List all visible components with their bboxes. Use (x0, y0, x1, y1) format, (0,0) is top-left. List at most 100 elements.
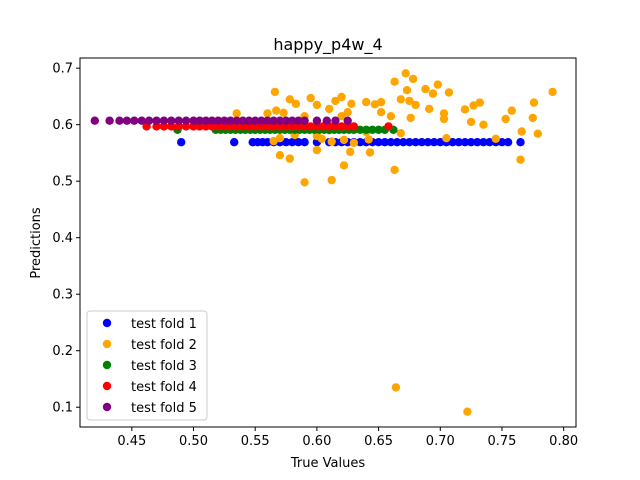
data-point (396, 95, 405, 104)
legend-label: test fold 5 (131, 401, 197, 416)
data-point (300, 178, 309, 187)
data-point (177, 138, 186, 147)
data-point (411, 100, 420, 110)
data-point (386, 138, 396, 147)
data-point (466, 117, 476, 127)
data-point (306, 122, 315, 131)
data-point (251, 116, 260, 125)
data-point (312, 100, 322, 110)
data-point (230, 138, 239, 147)
legend-marker (102, 402, 112, 412)
data-point (380, 138, 389, 147)
plot-area-frame (79, 57, 577, 428)
data-point (272, 106, 281, 115)
data-point (207, 116, 217, 125)
y-tick-label: 0.2 (52, 344, 73, 359)
data-point (479, 138, 488, 147)
data-point (349, 138, 359, 147)
data-point (331, 116, 340, 125)
data-point (288, 116, 297, 125)
x-tick-label: 0.65 (364, 434, 393, 449)
data-point (411, 138, 420, 147)
data-point (454, 138, 463, 147)
data-point (507, 106, 516, 115)
data-point (288, 138, 297, 147)
y-axis-ticks: 0.1 0.2 0.3 0.4 0.5 0.6 0.7 (52, 62, 80, 416)
x-axis-label: True Values (290, 456, 365, 471)
data-points (90, 69, 557, 416)
data-point (491, 134, 500, 143)
data-point (137, 116, 146, 125)
data-point (503, 138, 513, 147)
data-point (270, 87, 280, 97)
y-tick-label: 0.6 (52, 118, 73, 133)
data-point (105, 116, 114, 125)
data-point (337, 92, 346, 102)
data-point (386, 112, 396, 121)
x-tick-label: 0.75 (487, 434, 516, 449)
data-point (442, 134, 451, 143)
data-point (463, 407, 472, 416)
data-point (174, 116, 183, 125)
data-point (501, 114, 510, 124)
data-point (339, 135, 349, 145)
legend-marker (102, 339, 112, 349)
data-point (384, 122, 393, 131)
data-point (244, 116, 254, 125)
data-point (349, 122, 359, 131)
data-point (548, 87, 557, 97)
x-axis-ticks: 0.45 0.50 0.55 0.60 0.65 0.70 0.75 0.80 (117, 427, 578, 449)
data-point (300, 116, 309, 125)
data-point (405, 138, 414, 147)
data-point (325, 104, 334, 114)
chart-title: happy_p4w_4 (273, 35, 382, 55)
data-point (421, 84, 430, 94)
data-point (181, 116, 191, 125)
data-point (263, 109, 272, 118)
data-point (281, 116, 291, 125)
data-point (337, 122, 346, 131)
data-point (485, 138, 494, 147)
data-point (436, 138, 445, 147)
data-point (362, 97, 371, 107)
legend-box (86, 310, 208, 421)
data-point (291, 99, 301, 109)
data-point (263, 116, 272, 125)
y-tick-label: 0.4 (52, 231, 73, 246)
data-point (300, 138, 309, 147)
data-point (479, 120, 488, 129)
data-point (275, 151, 285, 160)
data-point (269, 136, 278, 146)
data-point (376, 108, 386, 117)
data-point (392, 138, 402, 147)
data-point (201, 116, 211, 125)
data-point (122, 116, 132, 125)
y-tick-label: 0.3 (52, 288, 73, 303)
data-point (439, 114, 449, 124)
y-axis-label: Predictions (29, 207, 44, 279)
data-point (317, 134, 326, 143)
data-point (408, 74, 418, 84)
data-point (401, 69, 410, 78)
x-tick-label: 0.80 (549, 434, 578, 449)
data-point (528, 113, 537, 123)
data-point (90, 116, 100, 125)
legend-label: test fold 4 (131, 380, 197, 395)
data-point (322, 116, 331, 125)
data-point (294, 138, 303, 147)
data-point (362, 125, 371, 134)
series-5 (90, 116, 352, 125)
data-point (417, 138, 426, 147)
data-point (312, 116, 322, 125)
data-point (238, 116, 248, 125)
y-tick-label: 0.5 (52, 175, 73, 190)
data-point (294, 116, 303, 125)
data-point (346, 147, 355, 156)
data-point (433, 80, 442, 89)
data-point (391, 383, 401, 392)
data-point (312, 145, 322, 155)
data-point (355, 125, 365, 134)
data-point (364, 135, 373, 144)
data-point (374, 138, 383, 147)
